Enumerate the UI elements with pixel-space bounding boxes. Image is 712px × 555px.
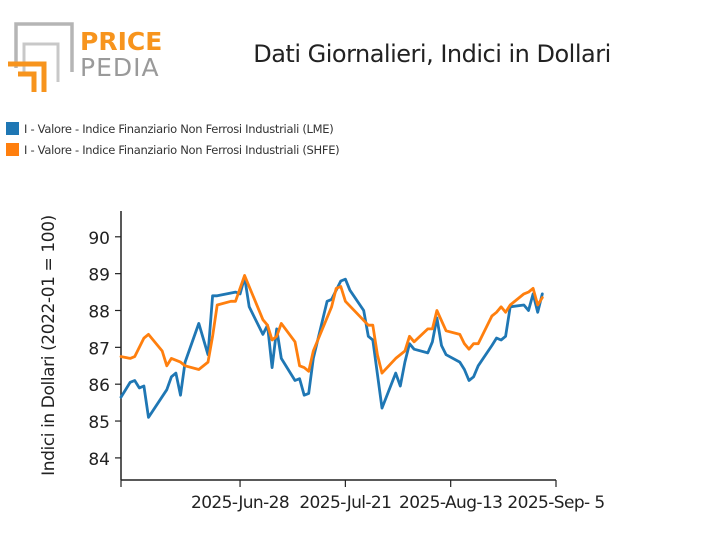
y-tick-label: 84 xyxy=(88,450,110,470)
legend-label-lme: I - Valore - Indice Finanziario Non Ferr… xyxy=(24,121,334,136)
y-tick-label: 90 xyxy=(88,229,110,249)
series-line-shfe xyxy=(119,274,544,375)
legend-swatch-shfe xyxy=(6,143,19,156)
legend-item-lme[interactable]: I - Valore - Indice Finanziario Non Ferr… xyxy=(6,118,339,139)
chart-title: Dati Giornalieri, Indici in Dollari xyxy=(253,40,611,68)
pricepedia-logo: PRICE PEDIA xyxy=(6,22,166,94)
legend-item-shfe[interactable]: I - Valore - Indice Finanziario Non Ferr… xyxy=(6,139,340,160)
y-axis-title: Indici in Dollari (2022-01 = 100) xyxy=(39,215,59,476)
logo-word-price: PRICE xyxy=(80,27,162,56)
x-tick-label: 2025-Jul-21 xyxy=(299,493,391,513)
logo-word-pedia: PEDIA xyxy=(80,53,160,82)
x-tick-label: 2025-Sep- 5 xyxy=(507,493,604,513)
logo-gray-bracket xyxy=(14,22,74,72)
y-tick-label: 86 xyxy=(88,376,110,396)
legend-swatch-lme xyxy=(6,122,19,135)
logo-gray-inner-bracket xyxy=(22,42,60,82)
logo-orange-bracket-inner xyxy=(18,71,37,92)
logo-orange-bracket-outer xyxy=(8,61,47,92)
y-tick-label: 87 xyxy=(88,339,110,359)
x-tick-label: 2025-Aug-13 xyxy=(399,493,502,513)
y-tick-label: 89 xyxy=(88,266,110,286)
legend-label-shfe: I - Valore - Indice Finanziario Non Ferr… xyxy=(24,142,340,157)
series-line-lme xyxy=(119,275,544,419)
chart-legend: I - Valore - Indice Finanziario Non Ferr… xyxy=(6,118,340,160)
pricepedia-logo-mark: PRICE PEDIA xyxy=(8,22,162,92)
y-tick-label: 88 xyxy=(88,302,110,322)
x-tick-label: 2025-Jun-28 xyxy=(191,493,289,513)
y-tick-label: 85 xyxy=(88,413,110,433)
